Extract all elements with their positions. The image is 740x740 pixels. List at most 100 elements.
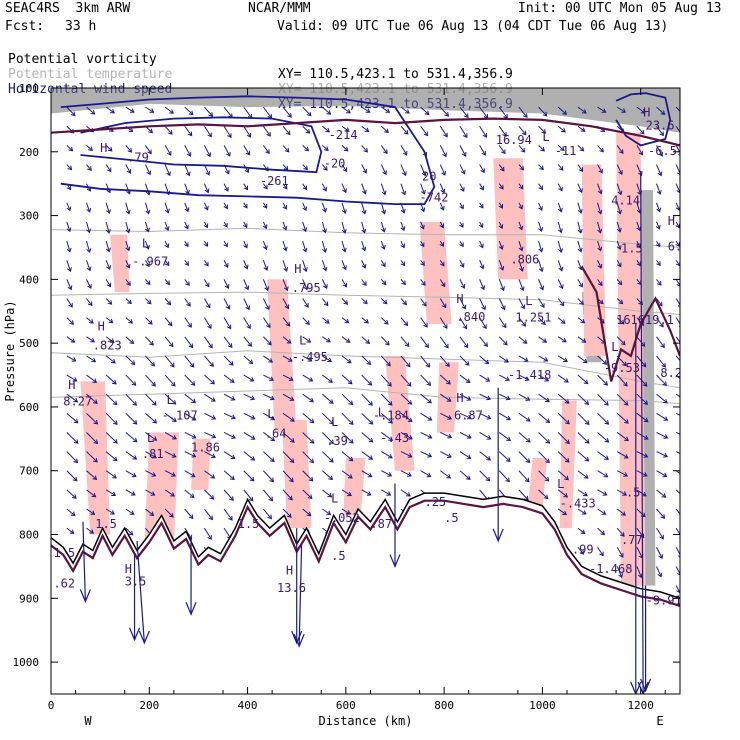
wind-arrow-head: [70, 511, 76, 517]
wind-arrow: [479, 432, 491, 440]
wind-arrow: [538, 221, 543, 232]
field-extremum-label: .87: [370, 517, 392, 531]
wind-arrow-head: [204, 205, 209, 211]
wind-arrow: [636, 221, 641, 231]
field-extremum-label: 3.5: [125, 575, 147, 589]
wind-arrow: [420, 164, 426, 176]
wind-arrow: [125, 393, 137, 406]
wind-arrow: [597, 183, 602, 194]
wind-arrow: [439, 145, 447, 157]
wind-arrow-head: [189, 493, 195, 499]
wind-arrow-head: [521, 130, 527, 136]
wind-arrow-head: [623, 454, 629, 459]
wind-arrow-head: [127, 299, 132, 305]
wind-arrow-head: [504, 358, 509, 363]
wind-arrow-head: [86, 228, 92, 234]
wind-arrow-head: [618, 299, 624, 305]
wind-arrow-head: [656, 261, 661, 266]
wind-arrow: [322, 432, 334, 444]
wind-arrow: [164, 451, 176, 458]
wind-arrow-head: [366, 491, 372, 496]
field-extremum-label: -.43: [380, 431, 409, 445]
wind-arrow-head: [112, 474, 117, 479]
wind-arrow: [597, 547, 604, 556]
wind-arrow-head: [172, 434, 177, 440]
wind-arrow: [380, 279, 387, 285]
wind-arrow-head: [400, 243, 406, 249]
wind-arrow-head: [401, 280, 406, 286]
wind-arrow: [322, 508, 331, 515]
wind-arrow-head: [518, 184, 524, 190]
wind-arrow: [243, 336, 252, 347]
wind-arrow: [400, 432, 413, 440]
wind-arrow: [440, 412, 452, 420]
wind-arrow-head: [92, 475, 98, 481]
wind-arrow-head: [282, 225, 288, 231]
wind-arrow-head: [149, 340, 154, 346]
wind-arrow: [656, 336, 665, 348]
wind-arrow-head: [459, 204, 464, 210]
wind-arrow: [184, 355, 195, 368]
wind-arrow-head: [361, 228, 367, 234]
wind-arrow: [538, 145, 545, 152]
wind-arrow-head: [427, 398, 432, 404]
wind-arrow-head: [578, 167, 584, 173]
wind-arrow: [105, 432, 118, 444]
wind-arrow: [184, 183, 190, 195]
wind-arrow: [145, 279, 151, 285]
wind-arrow-head: [481, 305, 486, 311]
wind-arrow-head: [225, 169, 230, 175]
wind-arrow: [577, 106, 587, 114]
wind-arrow-head: [683, 398, 687, 402]
wind-arrow: [263, 470, 274, 482]
wind-arrow-head: [329, 419, 334, 425]
wind-arrow: [282, 279, 288, 291]
wind-arrow-head: [677, 305, 680, 308]
wind-arrow: [204, 106, 213, 117]
center-title: NCAR/MMM: [248, 1, 311, 16]
wind-arrow: [164, 298, 171, 305]
wind-arrow-head: [681, 362, 685, 366]
wind-arrow-head: [577, 228, 583, 234]
wind-arrow: [400, 489, 411, 497]
wind-arrow: [66, 260, 71, 272]
wind-arrow: [400, 164, 407, 176]
wind-arrow-head: [523, 113, 528, 118]
wind-arrow: [184, 279, 190, 286]
field-extremum-label: .62: [53, 576, 75, 590]
field-extremum-label: L: [299, 333, 306, 347]
wind-arrow-head: [558, 284, 564, 290]
wind-arrow-head: [623, 381, 628, 387]
wind-arrow: [223, 126, 232, 138]
wind-arrow: [479, 336, 488, 347]
wind-arrow: [577, 164, 583, 172]
wind-arrow: [302, 260, 307, 272]
wind-arrow: [380, 317, 389, 325]
wind-arrow: [616, 279, 622, 285]
long-wind-vector-head: [293, 633, 305, 648]
wind-arrow: [204, 412, 216, 420]
wind-arrow: [518, 298, 525, 309]
wind-arrow-head: [601, 510, 607, 515]
wind-arrow: [263, 412, 275, 421]
wind-arrow: [105, 451, 118, 461]
wind-arrow: [302, 298, 309, 308]
wind-arrow: [125, 145, 132, 153]
wind-arrow-head: [466, 454, 472, 459]
wind-arrow: [538, 298, 545, 308]
field-extremum-label: -9.91: [646, 594, 682, 608]
wind-arrow-head: [191, 434, 197, 439]
wind-arrow-head: [485, 476, 491, 482]
x-axis-label: Distance (km): [319, 714, 413, 728]
wind-arrow-head: [565, 419, 570, 425]
wind-arrow: [86, 260, 91, 271]
wind-arrow-head: [328, 378, 333, 383]
wind-arrow: [204, 125, 212, 138]
wind-arrow-head: [288, 376, 294, 381]
wind-arrow-head: [578, 188, 583, 194]
wind-arrow-head: [152, 453, 157, 459]
wind-arrow: [656, 125, 664, 136]
wind-arrow-head: [207, 535, 212, 540]
wind-arrow: [656, 106, 665, 115]
wind-arrow-head: [107, 300, 113, 305]
